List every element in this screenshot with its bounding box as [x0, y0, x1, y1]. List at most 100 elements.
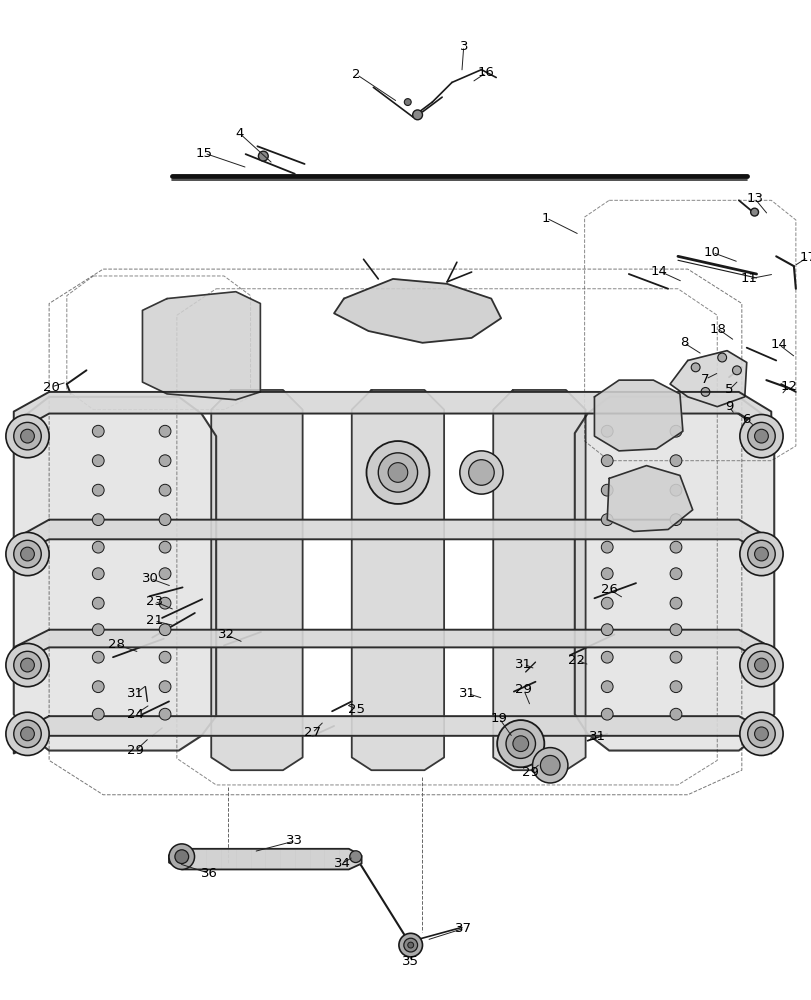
Circle shape	[14, 540, 41, 568]
Text: 31: 31	[127, 687, 144, 700]
Circle shape	[732, 366, 740, 375]
Circle shape	[159, 624, 171, 636]
Circle shape	[749, 208, 757, 216]
Text: 30: 30	[142, 572, 159, 585]
Circle shape	[20, 547, 34, 561]
Circle shape	[388, 463, 407, 482]
Text: 3: 3	[459, 40, 467, 53]
Circle shape	[753, 547, 767, 561]
Polygon shape	[594, 380, 682, 451]
Circle shape	[700, 387, 709, 396]
Polygon shape	[14, 630, 770, 665]
Circle shape	[404, 99, 410, 106]
Circle shape	[20, 429, 34, 443]
Text: 1: 1	[542, 212, 550, 225]
Circle shape	[753, 727, 767, 741]
Text: 6: 6	[741, 413, 750, 426]
Text: 4: 4	[235, 127, 243, 140]
Circle shape	[513, 736, 528, 752]
Text: 29: 29	[127, 744, 144, 757]
Circle shape	[378, 453, 417, 492]
Circle shape	[459, 451, 503, 494]
Text: 31: 31	[514, 658, 531, 671]
Circle shape	[601, 514, 612, 526]
Polygon shape	[351, 390, 444, 770]
Circle shape	[6, 643, 49, 687]
Polygon shape	[14, 716, 770, 753]
Circle shape	[739, 643, 782, 687]
Text: 34: 34	[333, 857, 350, 870]
Circle shape	[601, 651, 612, 663]
Circle shape	[412, 110, 422, 120]
Circle shape	[601, 681, 612, 693]
Text: 7: 7	[701, 373, 709, 386]
Text: 32: 32	[217, 628, 234, 641]
Circle shape	[159, 597, 171, 609]
Circle shape	[159, 455, 171, 467]
Text: 18: 18	[709, 323, 726, 336]
Circle shape	[366, 441, 429, 504]
Circle shape	[669, 681, 681, 693]
Circle shape	[669, 624, 681, 636]
Text: 24: 24	[127, 708, 144, 721]
Circle shape	[398, 933, 422, 957]
Circle shape	[92, 484, 104, 496]
Polygon shape	[492, 390, 585, 770]
Text: 19: 19	[490, 712, 507, 725]
Text: 37: 37	[455, 922, 472, 935]
Circle shape	[92, 541, 104, 553]
Text: 36: 36	[200, 867, 217, 880]
Circle shape	[169, 844, 195, 869]
Text: 31: 31	[459, 687, 475, 700]
Polygon shape	[142, 292, 260, 400]
Circle shape	[669, 708, 681, 720]
Circle shape	[601, 597, 612, 609]
Circle shape	[159, 425, 171, 437]
Text: 15: 15	[195, 147, 212, 160]
Circle shape	[601, 541, 612, 553]
Circle shape	[669, 541, 681, 553]
Circle shape	[532, 748, 567, 783]
Polygon shape	[333, 279, 500, 343]
Circle shape	[159, 681, 171, 693]
Circle shape	[6, 712, 49, 755]
Polygon shape	[211, 390, 303, 770]
Circle shape	[14, 720, 41, 748]
Polygon shape	[14, 520, 770, 557]
Circle shape	[505, 729, 534, 758]
Circle shape	[92, 514, 104, 526]
Circle shape	[159, 708, 171, 720]
Circle shape	[669, 425, 681, 437]
Text: 29: 29	[521, 766, 539, 779]
Circle shape	[739, 712, 782, 755]
Text: 35: 35	[401, 955, 418, 968]
Circle shape	[6, 532, 49, 576]
Circle shape	[20, 658, 34, 672]
Circle shape	[747, 651, 775, 679]
Circle shape	[753, 429, 767, 443]
Circle shape	[601, 708, 612, 720]
Text: 13: 13	[745, 192, 762, 205]
Polygon shape	[669, 351, 746, 407]
Text: 25: 25	[348, 703, 365, 716]
Text: 9: 9	[724, 400, 732, 413]
Circle shape	[92, 708, 104, 720]
Circle shape	[747, 540, 775, 568]
Polygon shape	[14, 392, 770, 433]
Circle shape	[669, 514, 681, 526]
Circle shape	[169, 849, 184, 865]
Circle shape	[92, 455, 104, 467]
Text: 23: 23	[146, 595, 162, 608]
Circle shape	[601, 455, 612, 467]
Circle shape	[407, 942, 413, 948]
Polygon shape	[574, 397, 774, 751]
Polygon shape	[169, 849, 361, 869]
Circle shape	[690, 363, 699, 372]
Circle shape	[92, 568, 104, 580]
Polygon shape	[14, 397, 216, 751]
Circle shape	[258, 151, 268, 161]
Circle shape	[14, 422, 41, 450]
Text: 27: 27	[303, 726, 320, 739]
Circle shape	[159, 484, 171, 496]
Text: 2: 2	[352, 68, 360, 81]
